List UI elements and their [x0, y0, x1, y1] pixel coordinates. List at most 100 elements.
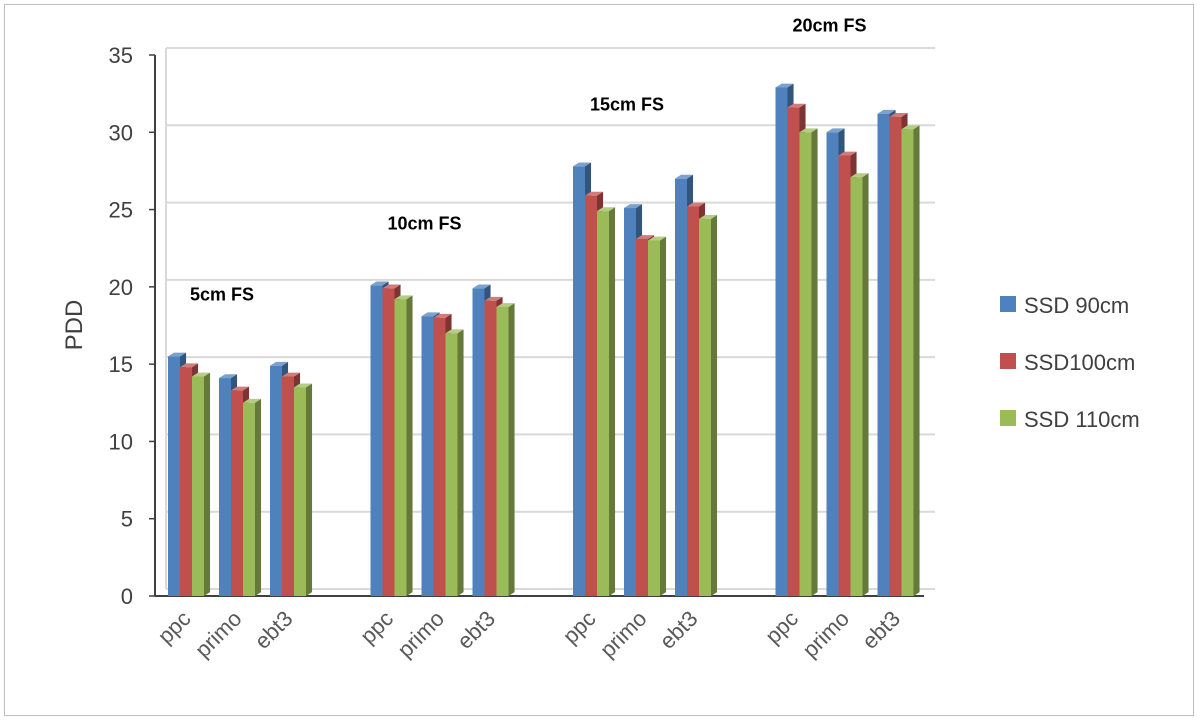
bar-front	[901, 129, 914, 597]
bar	[799, 128, 818, 597]
legend-item: SSD 90cm	[1000, 293, 1129, 318]
group-label: 15cm FS	[590, 94, 664, 114]
bar-side	[913, 125, 920, 596]
bars	[168, 83, 920, 597]
bar-front	[433, 317, 446, 596]
y-tick-label: 25	[109, 198, 133, 223]
bar-front	[168, 356, 180, 596]
bar-side	[204, 372, 211, 596]
bar-top	[573, 162, 592, 167]
bar-front	[585, 195, 597, 596]
bar-front	[496, 306, 509, 596]
bar-front	[282, 376, 294, 596]
y-tick-label: 0	[121, 584, 133, 609]
bar-top	[394, 295, 413, 300]
x-category-label: ebt3	[857, 606, 905, 654]
bar-front	[231, 390, 243, 596]
bar-top	[826, 128, 845, 133]
bar-front	[787, 107, 800, 596]
bar-top	[219, 374, 238, 379]
bar-front	[294, 387, 306, 596]
bar-front	[219, 378, 231, 596]
bar-side	[306, 383, 313, 596]
x-category-label: primo	[392, 606, 449, 663]
x-category-label: ppc	[760, 606, 803, 649]
bar-front	[636, 238, 648, 596]
bar	[648, 236, 667, 596]
legend-label: SSD 90cm	[1024, 293, 1129, 318]
legend-swatch	[1000, 353, 1016, 369]
bar-top	[421, 312, 440, 317]
y-tick-label: 20	[109, 275, 133, 300]
bar	[294, 383, 313, 596]
bar-top	[168, 352, 187, 357]
bar-front	[826, 132, 839, 597]
x-category-label: ebt3	[452, 606, 500, 654]
bar	[597, 207, 616, 597]
y-tick-label: 5	[121, 507, 133, 532]
bar-top	[433, 313, 452, 318]
bar-front	[624, 208, 636, 597]
y-tick-label: 35	[109, 43, 133, 68]
bar-front	[889, 116, 902, 596]
bar	[850, 173, 869, 597]
bar-top	[877, 109, 896, 114]
legend-item: SSD 110cm	[1000, 407, 1140, 432]
bar-top	[180, 363, 199, 368]
bar-front	[484, 300, 497, 596]
x-category-label: primo	[797, 606, 854, 663]
bar-top	[901, 125, 920, 130]
bar	[192, 372, 211, 596]
bar-front	[370, 285, 383, 596]
bar-front	[573, 166, 585, 596]
bar-side	[811, 128, 818, 596]
bar-front	[382, 288, 395, 596]
bar	[445, 329, 464, 596]
bar-side	[609, 207, 616, 596]
x-category-label: primo	[595, 606, 652, 663]
y-tick-label: 15	[109, 352, 133, 377]
bar-front	[850, 177, 863, 596]
legend-item: SSD100cm	[1000, 350, 1135, 375]
bar-top	[472, 284, 491, 289]
bar-top	[838, 151, 857, 156]
y-tick-label: 10	[109, 429, 133, 454]
bar-top	[675, 174, 694, 179]
bar-front	[687, 206, 699, 597]
bar-side	[457, 329, 464, 596]
bar-top	[370, 281, 389, 286]
x-category-label: ppc	[153, 606, 196, 649]
bar-front	[675, 178, 687, 596]
bar-top	[231, 386, 250, 391]
bar-top	[636, 235, 655, 239]
bar-front	[394, 299, 407, 596]
x-category-label: ebt3	[250, 606, 298, 654]
bar-front	[192, 376, 204, 596]
bar-front	[877, 113, 890, 596]
group-label: 20cm FS	[792, 15, 866, 35]
bar	[394, 295, 413, 596]
bar-side	[406, 295, 413, 596]
bar-top	[787, 103, 806, 108]
bar-top	[496, 303, 515, 307]
group-label: 10cm FS	[387, 213, 461, 233]
bar-side	[508, 303, 515, 596]
bar	[901, 125, 920, 597]
bar-top	[624, 204, 643, 209]
bar-front	[648, 240, 660, 596]
bar-top	[889, 112, 908, 117]
bar-side	[660, 236, 667, 596]
bar-top	[648, 236, 667, 241]
bar-top	[484, 296, 503, 301]
bar-front	[472, 288, 485, 596]
x-category-label: ebt3	[655, 606, 703, 654]
bar-front	[699, 218, 711, 597]
bar-front	[597, 211, 609, 597]
bar-top	[382, 284, 401, 289]
bar-top	[597, 207, 616, 212]
bar-top	[799, 128, 818, 133]
bar-top	[270, 361, 289, 366]
bar-top	[192, 372, 211, 377]
group-label: 5cm FS	[190, 284, 254, 304]
bar-top	[294, 383, 313, 388]
